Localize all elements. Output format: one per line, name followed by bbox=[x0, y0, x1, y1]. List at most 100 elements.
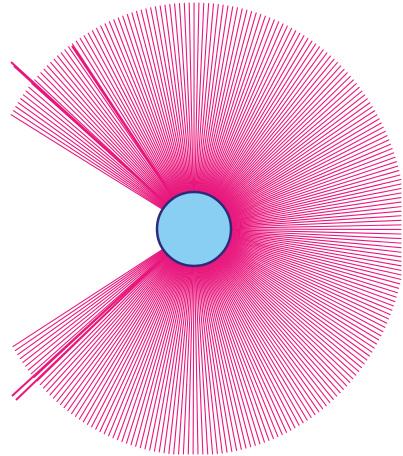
ray-group bbox=[10, 2, 402, 455]
ray-line bbox=[210, 32, 301, 199]
ray-line bbox=[200, 8, 243, 196]
ray-line bbox=[116, 261, 183, 441]
ray-line bbox=[199, 6, 234, 196]
ray-line bbox=[228, 219, 402, 229]
ray-line bbox=[153, 262, 189, 452]
ray-line bbox=[227, 183, 402, 223]
ray-line bbox=[205, 17, 271, 197]
ray-line bbox=[225, 242, 391, 316]
ray-line bbox=[194, 263, 204, 455]
ray-line bbox=[209, 259, 296, 429]
ray-line bbox=[224, 244, 386, 328]
ray-line bbox=[206, 260, 279, 438]
ray-line bbox=[223, 122, 382, 213]
ray-line bbox=[215, 55, 332, 203]
ray-line bbox=[206, 21, 280, 198]
ray-line bbox=[223, 247, 378, 345]
ray-line bbox=[49, 254, 172, 396]
ray-line bbox=[226, 239, 397, 298]
ray-line bbox=[224, 245, 384, 333]
ray-line bbox=[210, 258, 304, 424]
ray-line bbox=[228, 196, 402, 225]
ray-line bbox=[103, 260, 181, 435]
ray-line bbox=[228, 233, 402, 262]
ray-line bbox=[87, 32, 178, 199]
ray-line bbox=[203, 12, 257, 196]
ray-line bbox=[227, 234, 402, 267]
ray-line bbox=[225, 243, 390, 320]
ray-line bbox=[202, 262, 252, 448]
ray-line bbox=[195, 263, 209, 455]
ray-line bbox=[218, 253, 351, 383]
ray-line bbox=[212, 40, 313, 200]
ray-line bbox=[213, 46, 321, 201]
ray-line bbox=[225, 148, 393, 217]
ray-line bbox=[78, 258, 177, 420]
ray-line bbox=[228, 230, 402, 244]
ray-line bbox=[112, 261, 182, 439]
ray-line bbox=[83, 35, 178, 200]
ray-line bbox=[218, 75, 351, 206]
ray-line bbox=[177, 263, 193, 455]
ray-line-bold bbox=[15, 228, 195, 401]
ray-line bbox=[221, 248, 370, 357]
ray-line bbox=[228, 229, 402, 235]
ray-line bbox=[200, 262, 242, 450]
ray-line bbox=[213, 49, 324, 202]
ray-line bbox=[227, 238, 400, 289]
ray-line bbox=[219, 83, 357, 207]
ray-line bbox=[216, 254, 341, 394]
ray-line bbox=[173, 263, 192, 455]
ray-line bbox=[46, 65, 172, 204]
ray-line bbox=[79, 37, 177, 200]
ray-line bbox=[19, 249, 167, 360]
ray-line bbox=[75, 40, 176, 200]
ray-line bbox=[100, 25, 180, 198]
ray-line bbox=[154, 6, 189, 196]
ray-line bbox=[164, 4, 191, 195]
ray-line bbox=[223, 245, 382, 337]
ray-line bbox=[188, 2, 194, 195]
ray-line bbox=[50, 61, 172, 204]
ray-line bbox=[220, 90, 363, 208]
ray-line bbox=[202, 10, 253, 196]
ray-line bbox=[226, 241, 394, 307]
ray-line bbox=[150, 7, 188, 196]
ray-line bbox=[205, 261, 270, 441]
ray-line bbox=[228, 231, 402, 249]
ray-line bbox=[225, 139, 390, 215]
ray-line bbox=[43, 68, 171, 205]
ray-line bbox=[59, 256, 174, 406]
ray-line bbox=[219, 79, 354, 206]
ray-line bbox=[57, 55, 173, 203]
ray-line bbox=[82, 258, 178, 423]
ray-line bbox=[227, 192, 402, 224]
ray-line bbox=[149, 262, 188, 451]
ray-line bbox=[67, 257, 175, 412]
ray-line bbox=[224, 130, 386, 214]
ray-line bbox=[201, 9, 248, 196]
ray-line bbox=[220, 94, 366, 208]
ray-line bbox=[197, 263, 223, 454]
ray-line bbox=[135, 10, 186, 196]
ray-line bbox=[222, 106, 373, 210]
ray-line bbox=[104, 23, 181, 198]
ray-line bbox=[216, 61, 338, 204]
ray-line bbox=[74, 258, 176, 417]
ray-line bbox=[200, 7, 239, 196]
ray-line bbox=[163, 263, 190, 454]
ray-line bbox=[10, 114, 165, 211]
ray-line bbox=[224, 126, 384, 213]
ray-line bbox=[182, 263, 193, 455]
ray-line bbox=[40, 72, 171, 205]
ray-line bbox=[204, 15, 266, 197]
ray-line bbox=[99, 260, 180, 433]
ray-line bbox=[42, 253, 171, 389]
ray-line bbox=[90, 259, 179, 428]
ray-line bbox=[205, 261, 274, 440]
ray-line bbox=[25, 250, 168, 367]
ray-line bbox=[208, 27, 293, 199]
ray-line bbox=[226, 240, 396, 303]
ray-line bbox=[27, 251, 168, 371]
